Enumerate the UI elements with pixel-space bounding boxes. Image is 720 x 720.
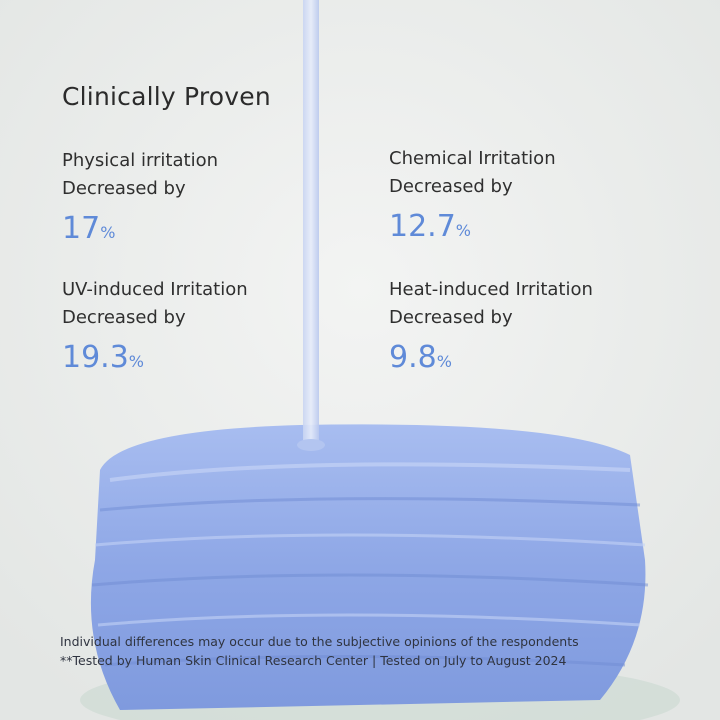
footnote: Individual differences may occur due to …	[60, 634, 579, 649]
stat-label: Decreased by	[62, 178, 186, 199]
stat-label: Decreased by	[389, 176, 513, 197]
stat-value: 12.7%	[389, 209, 689, 244]
stat-block: UV-induced Irritation Decreased by 19.3%	[62, 276, 362, 375]
stat-number: 9.8	[389, 340, 437, 375]
stat-number: 12.7	[389, 209, 456, 244]
stat-value: 9.8%	[389, 340, 689, 375]
stat-unit: %	[100, 223, 116, 242]
stat-unit: %	[455, 221, 471, 240]
title: Clinically Proven	[62, 82, 271, 111]
stat-value: 17%	[62, 211, 362, 246]
stat-unit: %	[436, 352, 452, 371]
stat-value: 19.3%	[62, 340, 362, 375]
stat-label: Decreased by	[62, 307, 186, 328]
stat-number: 19.3	[62, 340, 129, 375]
footnotes: Individual differences may occur due to …	[60, 632, 579, 670]
stat-block: Physical irritation Decreased by 17%	[62, 147, 362, 246]
stat-number: 17	[62, 211, 101, 246]
footnote: **Tested by Human Skin Clinical Research…	[60, 653, 567, 668]
stat-label: Decreased by	[389, 307, 513, 328]
stat-label: Chemical Irritation	[389, 148, 556, 169]
stat-label: Physical irritation	[62, 150, 218, 171]
stat-block: Heat-induced Irritation Decreased by 9.8%	[389, 276, 689, 375]
stat-block: Chemical Irritation Decreased by 12.7%	[389, 145, 689, 244]
stat-label: Heat-induced Irritation	[389, 279, 593, 300]
stat-unit: %	[128, 352, 144, 371]
stat-label: UV-induced Irritation	[62, 279, 248, 300]
